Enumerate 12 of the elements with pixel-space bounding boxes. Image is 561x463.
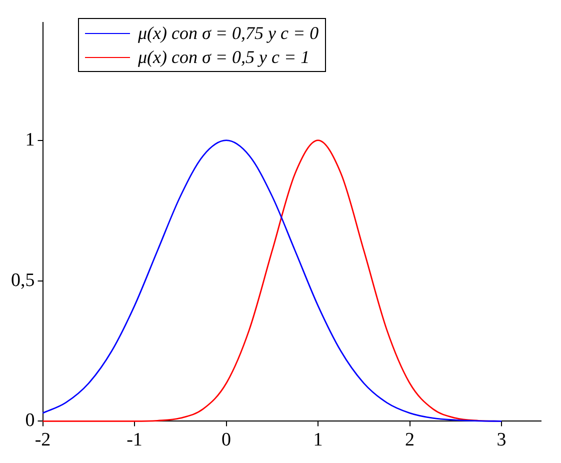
- x-tick-label: 3: [496, 430, 506, 451]
- x-tick-label: 1: [313, 430, 323, 451]
- y-tick-label: 0,5: [11, 270, 35, 291]
- legend-label: μ(x) con σ = 0,75 y c = 0: [138, 22, 319, 45]
- x-tick-label: -2: [34, 430, 51, 451]
- legend-label: μ(x) con σ = 0,5 y c = 1: [138, 46, 310, 69]
- line-series: [42, 140, 502, 422]
- x-tick-label: -1: [126, 430, 142, 451]
- y-tick-label: 0: [25, 410, 35, 432]
- x-tick-label: 0: [222, 430, 232, 451]
- y-tick-label: 1: [25, 129, 35, 150]
- x-tick-label: 2: [405, 430, 415, 451]
